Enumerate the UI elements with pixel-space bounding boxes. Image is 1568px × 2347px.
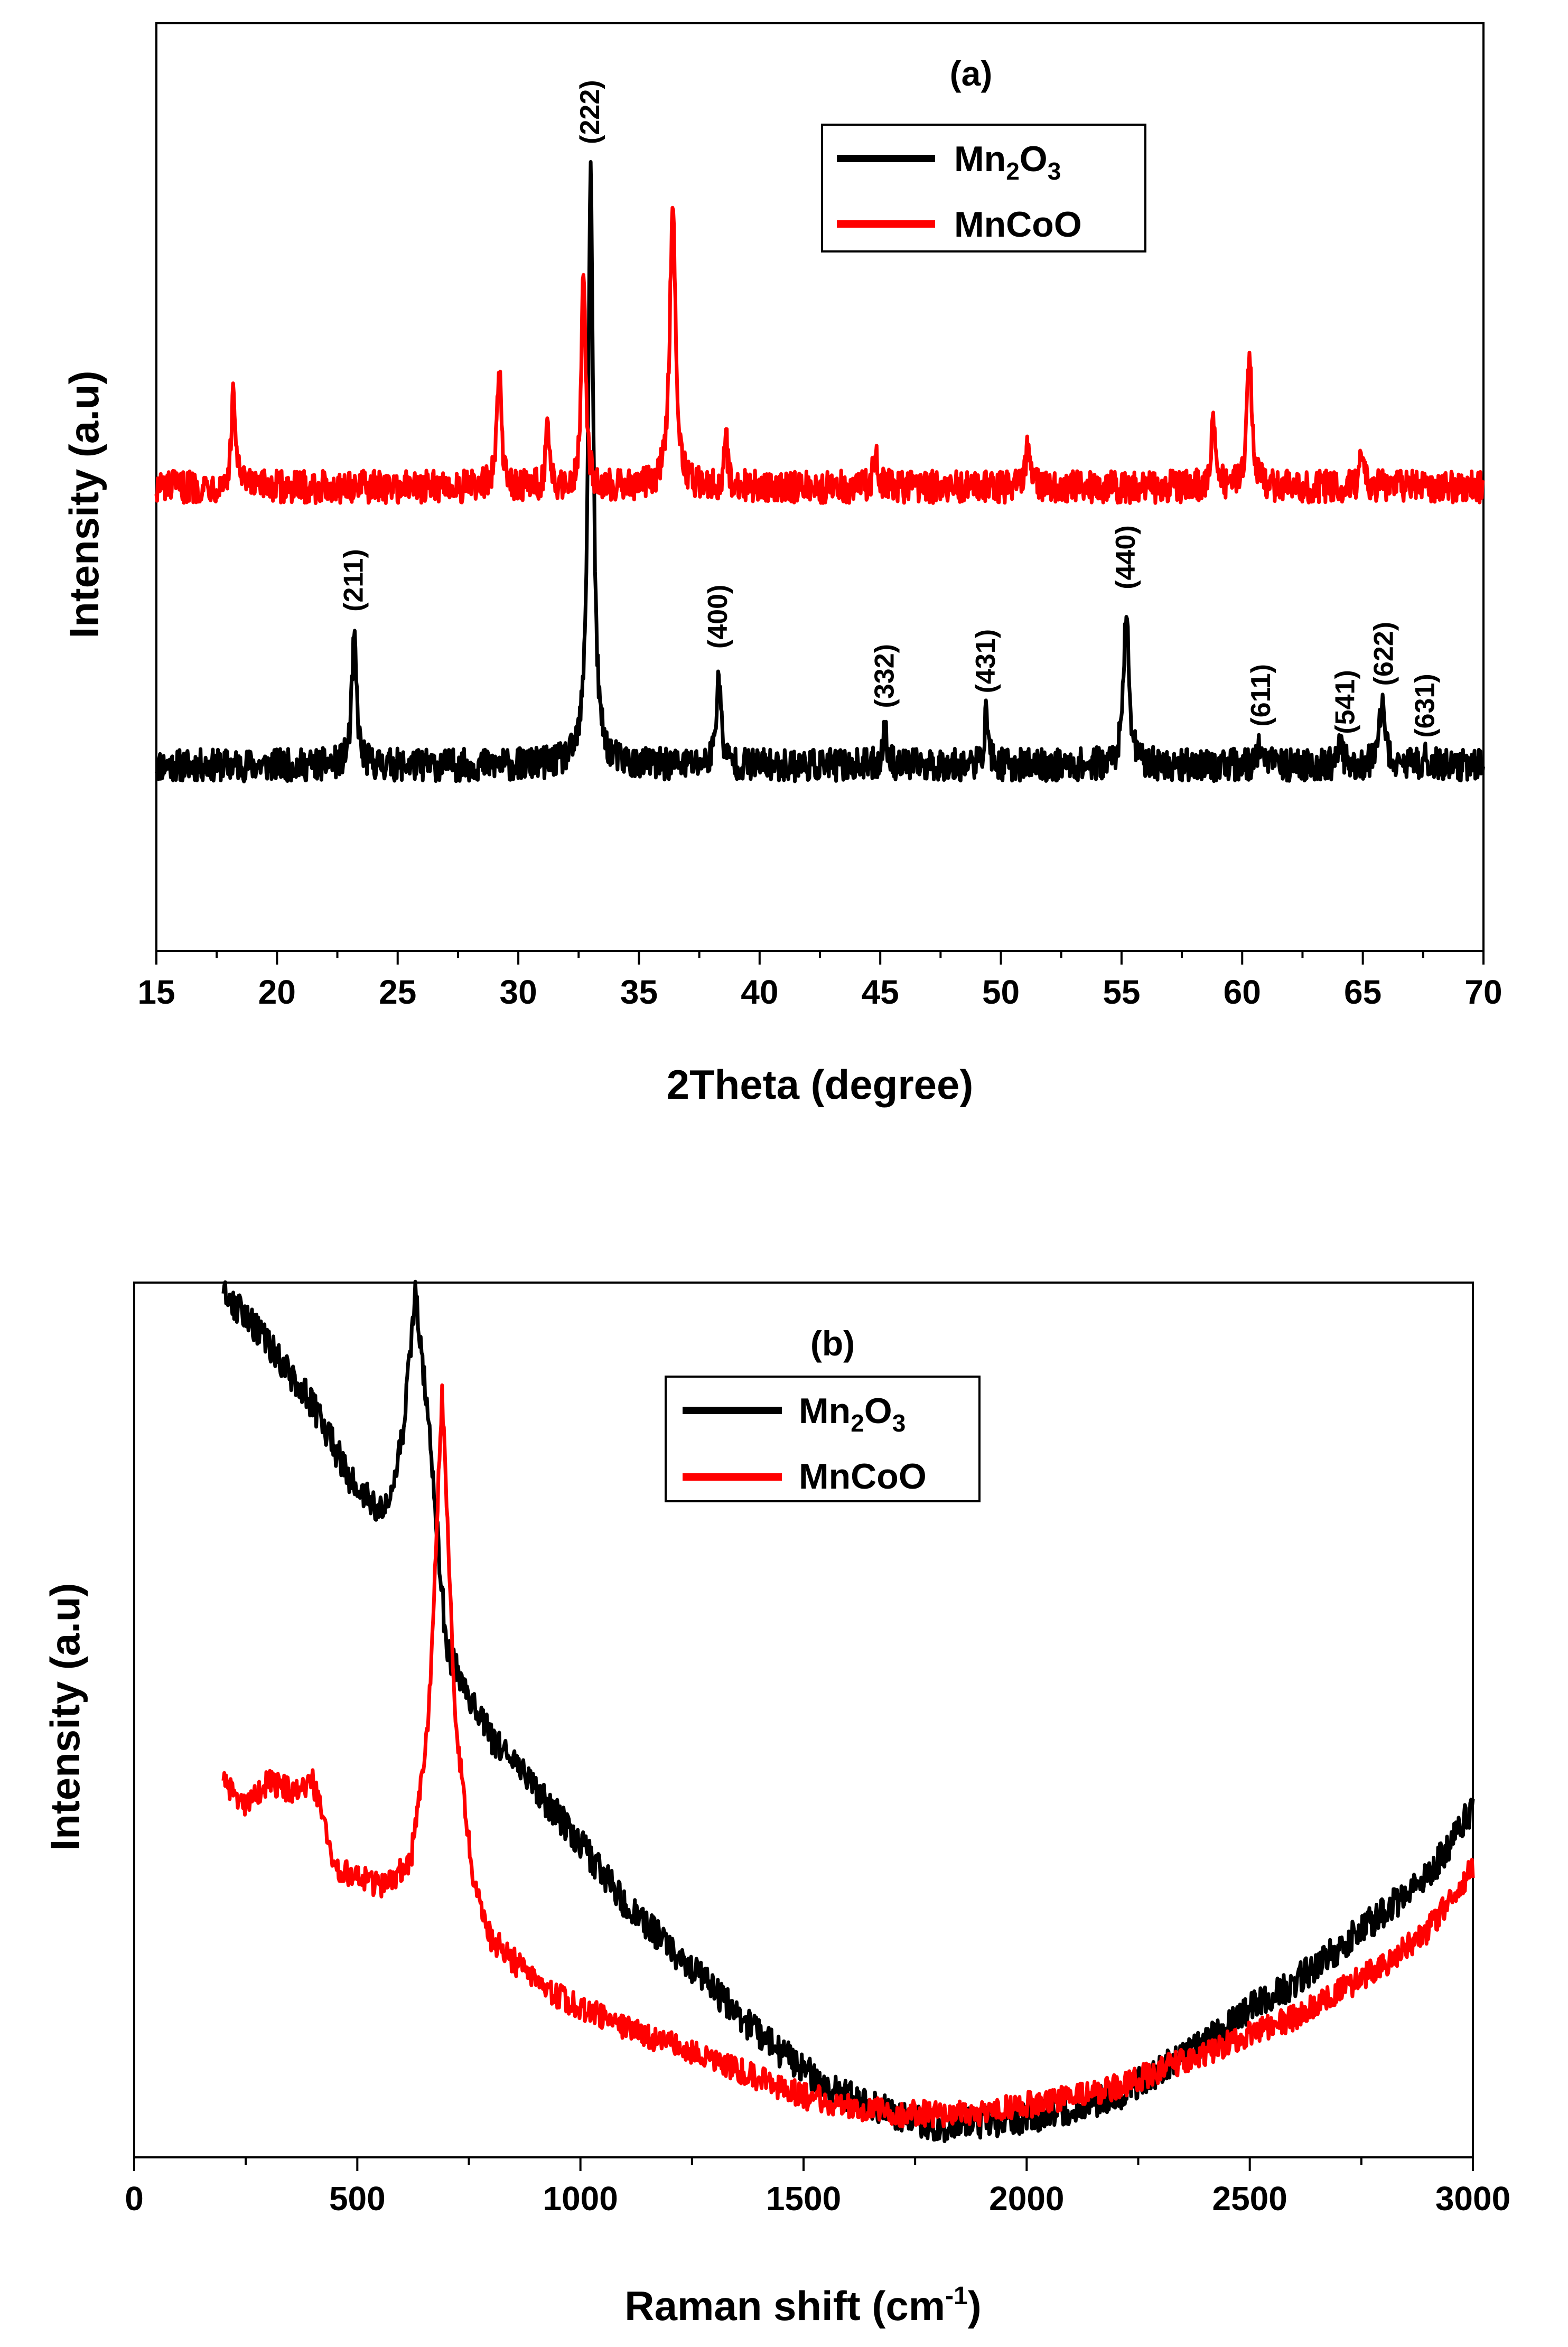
raman-x-tick-label: 500 (329, 2180, 386, 2218)
xrd-x-tick-label: 20 (258, 973, 296, 1011)
raman-panel: 0 500 1000 1500 2000 2500 3000 (b) Mn2O3 MnCoO… (42, 1279, 1510, 2329)
xrd-peak-label: (631) (1410, 674, 1440, 737)
xrd-peak-label: (332) (869, 644, 900, 708)
raman-x-axis-title: Raman shift (cm-1) (624, 2282, 981, 2329)
raman-x-tick-label: 2500 (1212, 2180, 1287, 2218)
raman-x-tick-label: 1500 (766, 2180, 841, 2218)
raman-series-group (221, 1279, 1475, 2144)
raman-legend: Mn2O3 MnCoO (665, 1376, 981, 1502)
xrd-peak-label: (541) (1330, 670, 1361, 734)
xrd-x-tick-label: 70 (1464, 973, 1502, 1011)
xrd-peak-label: (222) (575, 80, 605, 144)
raman-panel-label: (b) (810, 1324, 855, 1363)
xrd-series-mncoo (154, 205, 1485, 506)
xrd-x-tick-label: 65 (1344, 973, 1382, 1011)
xrd-peak-label: (211) (339, 549, 369, 612)
xrd-y-axis-title: Intensity (a.u) (61, 370, 107, 638)
xrd-series-group (154, 160, 1485, 783)
raman-legend-label-mncoo: MnCoO (799, 1456, 927, 1497)
xrd-panel-label: (a) (950, 54, 993, 93)
raman-x-tick-label: 3000 (1435, 2180, 1510, 2218)
xrd-x-tick-label: 50 (982, 973, 1020, 1011)
xrd-peak-label: (431) (970, 629, 1001, 693)
xrd-x-tick-label: 45 (862, 973, 899, 1011)
xrd-x-axis-title: 2Theta (degree) (667, 1061, 974, 1108)
raman-x-tick-label: 2000 (989, 2180, 1064, 2218)
xrd-x-tick-label: 55 (1103, 973, 1140, 1011)
xrd-x-axis: 15 20 25 30 35 40 45 50 55 60 65 70 (137, 951, 1502, 1011)
raman-x-tick-label: 0 (125, 2180, 144, 2218)
xrd-legend-label-mncoo: MnCoO (954, 204, 1082, 245)
raman-x-axis: 0 500 1000 1500 2000 2500 3000 (125, 2157, 1510, 2218)
raman-x-tick-label: 1000 (543, 2180, 618, 2218)
xrd-series-mn2o3 (155, 160, 1485, 783)
xrd-legend-box (821, 124, 1146, 253)
raman-series-mncoo (221, 1383, 1475, 2129)
xrd-peak-label: (400) (703, 585, 733, 649)
xrd-x-tick-label: 30 (499, 973, 537, 1011)
xrd-panel: 15 20 25 30 35 40 45 50 55 60 65 70 (211) (222) (400)… (61, 22, 1502, 1108)
xrd-x-tick-label: 40 (741, 973, 778, 1011)
raman-legend-label-mn2o3: Mn2O3 (799, 1391, 906, 1437)
xrd-peak-label: (611) (1246, 664, 1276, 727)
xrd-peak-label: (622) (1369, 622, 1399, 686)
xrd-legend: Mn2O3 MnCoO (821, 124, 1146, 253)
xrd-peak-label: (440) (1110, 525, 1141, 589)
xrd-x-tick-label: 25 (379, 973, 416, 1011)
xrd-legend-label-mn2o3: Mn2O3 (954, 139, 1061, 185)
xrd-x-tick-label: 35 (620, 973, 658, 1011)
raman-y-axis-title: Intensity (a.u) (42, 1583, 88, 1850)
xrd-x-tick-label: 60 (1224, 973, 1261, 1011)
raman-series-mn2o3 (221, 1279, 1475, 2144)
xrd-peak-labels: (211) (222) (400) (332) (431) (440) (611) (541)… (339, 80, 1441, 737)
xrd-x-tick-label: 15 (137, 973, 175, 1011)
